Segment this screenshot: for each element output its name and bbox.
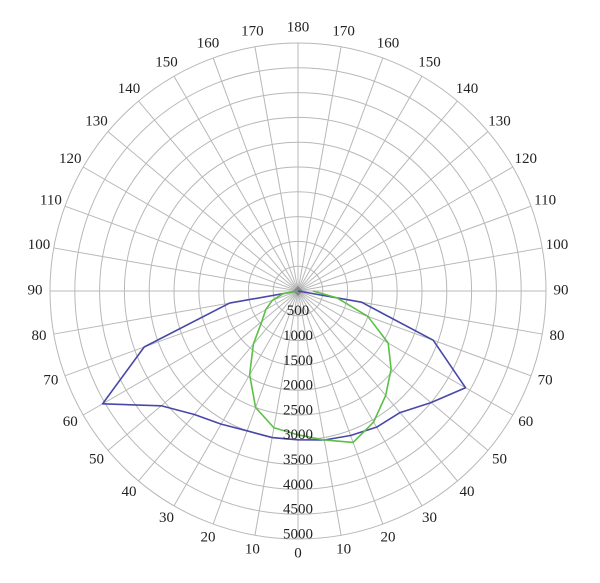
angle-label: 30 (422, 510, 437, 526)
radial-label: 4000 (283, 477, 313, 493)
radial-label: 2500 (283, 402, 313, 418)
grid-spoke (297, 290, 489, 451)
angle-label: 100 (546, 237, 569, 253)
grid-spoke (297, 247, 543, 292)
grid-spoke (138, 290, 299, 482)
angle-label: 170 (241, 23, 264, 39)
angle-label: 80 (550, 328, 565, 344)
angle-label: 50 (492, 451, 507, 467)
series-line (101, 290, 467, 441)
angle-label: 140 (456, 81, 479, 97)
grid-spoke (297, 290, 514, 416)
angle-label: 90 (554, 282, 569, 298)
grid-spoke (297, 290, 342, 536)
angle-label: 140 (118, 81, 141, 97)
angle-label: 20 (201, 530, 216, 546)
grid-spoke (212, 57, 299, 292)
radial-label: 3500 (283, 452, 313, 468)
angle-label: 40 (121, 484, 136, 500)
angle-label: 100 (28, 237, 51, 253)
grid-spoke (64, 205, 299, 292)
radial-label: 3000 (283, 427, 313, 443)
radial-label: 5000 (283, 526, 313, 542)
angle-label: 60 (63, 414, 78, 430)
grid-spoke (297, 75, 423, 292)
radial-label: 2000 (283, 378, 313, 394)
grid-spoke (297, 57, 384, 292)
grid-spoke (297, 290, 384, 525)
grid-spoke (107, 131, 299, 292)
angle-label: 130 (488, 113, 511, 129)
angle-label: 30 (159, 510, 174, 526)
angle-label: 20 (380, 530, 395, 546)
grid-spoke (297, 100, 458, 292)
radial-label: 500 (287, 303, 310, 319)
angle-label: 170 (332, 23, 355, 39)
grid-spoke (254, 290, 299, 536)
grid-spoke (297, 290, 458, 482)
grid-spoke (53, 247, 299, 292)
grid-spoke (297, 166, 514, 292)
grid-spoke (138, 100, 299, 292)
angle-label: 10 (336, 541, 351, 557)
angle-label: 10 (245, 541, 260, 557)
angle-label: 40 (460, 484, 475, 500)
angle-label: 120 (515, 151, 538, 167)
angle-label: 120 (59, 151, 82, 167)
angle-label: 110 (40, 192, 62, 208)
grid-spoke (297, 290, 532, 377)
grid-spoke (297, 205, 532, 292)
grid-spoke (107, 290, 299, 451)
grid (49, 42, 547, 540)
angle-label: 0 (294, 545, 302, 561)
angle-label: 180 (287, 19, 310, 35)
grid-spoke (297, 131, 489, 292)
grid-spoke (297, 290, 423, 507)
radial-label: 1500 (283, 353, 313, 369)
grid-spoke (173, 290, 299, 507)
grid-spoke (82, 290, 299, 416)
angle-label: 110 (534, 192, 556, 208)
angle-label: 80 (31, 328, 46, 344)
angle-label: 150 (418, 55, 441, 71)
radial-label: 1000 (283, 328, 313, 344)
grid-spoke (64, 290, 299, 377)
angle-label: 70 (43, 372, 58, 388)
angle-label: 50 (89, 451, 104, 467)
grid-spoke (297, 46, 342, 292)
angle-label: 160 (377, 35, 400, 51)
angle-label: 160 (197, 35, 220, 51)
angle-label: 90 (28, 282, 43, 298)
radial-label: 4500 (283, 502, 313, 518)
angle-label: 130 (85, 113, 108, 129)
angle-label: 70 (538, 372, 553, 388)
grid-spoke (173, 75, 299, 292)
angle-label: 60 (518, 414, 533, 430)
series-line (248, 290, 392, 444)
angle-label: 150 (155, 55, 178, 71)
grid-spoke (82, 166, 299, 292)
grid-spoke (254, 46, 299, 292)
